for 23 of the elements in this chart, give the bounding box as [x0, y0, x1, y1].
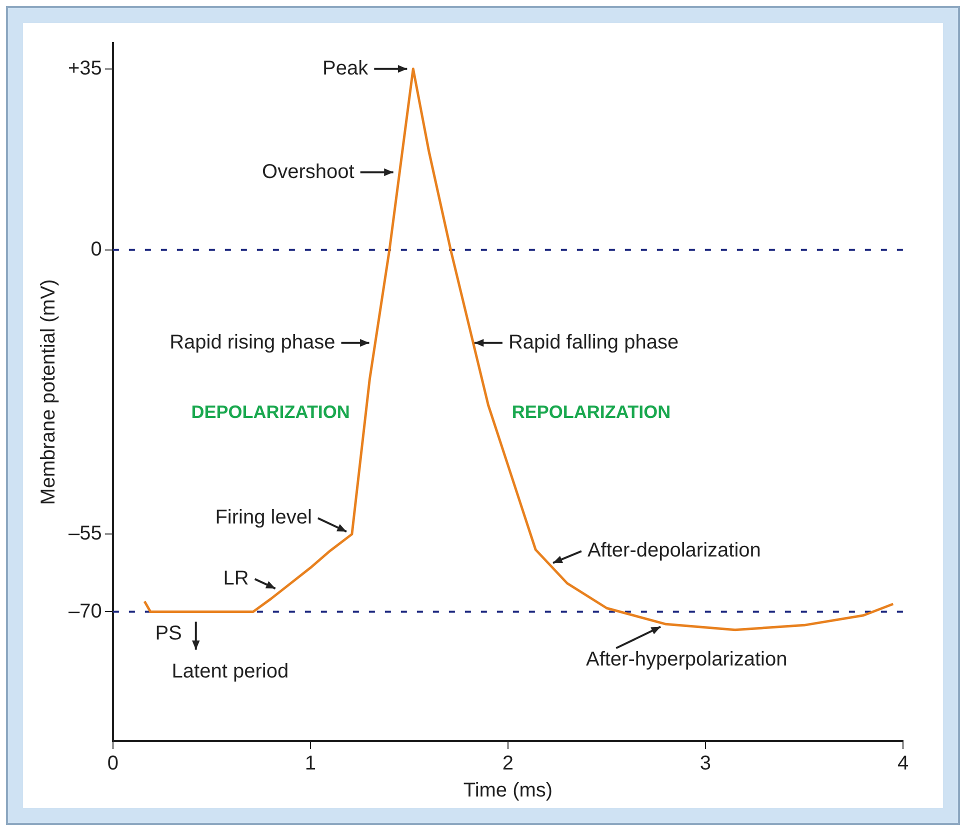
annotation: Rapid falling phase [508, 331, 679, 354]
y-tick-label: –70 [68, 600, 102, 622]
x-tick-label: 3 [700, 752, 712, 775]
x-tick-label: 0 [107, 752, 118, 775]
annotation: After-depolarization [587, 540, 761, 562]
annotation: After-hyperpolarization [586, 648, 788, 671]
y-axis-title: Membrane potential (mV) [38, 279, 60, 505]
x-tick-label: 2 [502, 752, 514, 775]
annotation: Firing level [215, 506, 312, 529]
x-axis-title: Time (ms) [463, 780, 553, 802]
annotation: Latent period [172, 660, 289, 682]
annotation: REPOLARIZATION [512, 402, 671, 422]
annotation: LR [223, 568, 249, 590]
annotation: PS [155, 622, 182, 644]
y-tick-label: –55 [68, 522, 102, 545]
annotation: Rapid rising phase [170, 331, 336, 354]
x-tick-label: 4 [897, 752, 909, 775]
y-tick-label: 0 [90, 238, 102, 260]
x-tick-label: 1 [304, 752, 316, 775]
annotation: Peak [322, 57, 370, 80]
annotation: DEPOLARIZATION [191, 402, 350, 422]
annotation: Overshoot [262, 160, 355, 183]
y-tick-label: +35 [68, 57, 102, 80]
